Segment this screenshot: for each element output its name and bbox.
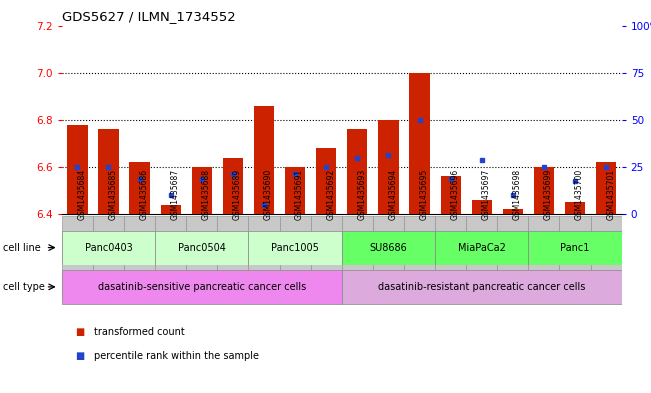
Bar <box>529 216 559 299</box>
Text: Panc0504: Panc0504 <box>178 242 226 253</box>
Text: GSM1435690: GSM1435690 <box>264 169 273 220</box>
Bar <box>285 167 305 214</box>
Text: transformed count: transformed count <box>94 327 185 337</box>
Bar <box>441 176 461 214</box>
Bar <box>342 270 622 304</box>
Text: GSM1435698: GSM1435698 <box>513 169 522 220</box>
Bar <box>497 216 529 299</box>
Text: Panc1005: Panc1005 <box>271 242 319 253</box>
Bar <box>373 216 404 299</box>
Text: Panc1: Panc1 <box>561 242 590 253</box>
Text: GSM1435691: GSM1435691 <box>295 169 304 220</box>
Text: dasatinib-sensitive pancreatic cancer cells: dasatinib-sensitive pancreatic cancer ce… <box>98 282 306 292</box>
Bar <box>155 231 249 264</box>
Bar <box>62 231 155 264</box>
Bar <box>503 209 523 214</box>
Text: ■: ■ <box>75 327 84 337</box>
Text: cell line: cell line <box>3 242 41 253</box>
Bar <box>249 231 342 264</box>
Text: GSM1435684: GSM1435684 <box>77 169 87 220</box>
Bar <box>311 216 342 299</box>
Bar <box>316 148 337 214</box>
Bar <box>342 216 373 299</box>
Text: GSM1435692: GSM1435692 <box>326 169 335 220</box>
Bar <box>217 216 249 299</box>
Bar <box>93 216 124 299</box>
Bar <box>249 216 279 299</box>
Text: ■: ■ <box>75 351 84 361</box>
Text: GSM1435699: GSM1435699 <box>544 169 553 220</box>
Bar <box>186 216 217 299</box>
Bar <box>98 129 118 214</box>
Text: GSM1435685: GSM1435685 <box>109 169 117 220</box>
Bar <box>565 202 585 214</box>
Bar <box>124 216 155 299</box>
Bar <box>342 231 435 264</box>
Bar <box>435 231 529 264</box>
Bar <box>254 106 274 214</box>
Text: percentile rank within the sample: percentile rank within the sample <box>94 351 259 361</box>
Bar <box>62 216 93 299</box>
Text: GDS5627 / ILMN_1734552: GDS5627 / ILMN_1734552 <box>62 10 236 23</box>
Text: GSM1435687: GSM1435687 <box>171 169 180 220</box>
Text: Panc0403: Panc0403 <box>85 242 132 253</box>
Text: GSM1435689: GSM1435689 <box>233 169 242 220</box>
Text: GSM1435700: GSM1435700 <box>575 169 584 220</box>
Bar <box>590 216 622 299</box>
Bar <box>471 200 492 214</box>
Bar <box>130 162 150 214</box>
Bar <box>435 216 466 299</box>
Bar <box>466 216 497 299</box>
Text: GSM1435701: GSM1435701 <box>606 169 615 220</box>
Text: SU8686: SU8686 <box>370 242 408 253</box>
Bar <box>534 167 554 214</box>
Text: GSM1435694: GSM1435694 <box>389 169 397 220</box>
Text: MiaPaCa2: MiaPaCa2 <box>458 242 506 253</box>
Bar <box>223 158 243 214</box>
Bar <box>161 205 181 214</box>
Bar <box>378 120 398 214</box>
Bar <box>347 129 367 214</box>
Text: GSM1435695: GSM1435695 <box>419 169 428 220</box>
Text: cell type: cell type <box>3 282 45 292</box>
Bar <box>409 73 430 214</box>
Bar <box>559 216 590 299</box>
Text: GSM1435688: GSM1435688 <box>202 169 211 220</box>
Text: GSM1435686: GSM1435686 <box>139 169 148 220</box>
Text: GSM1435697: GSM1435697 <box>482 169 491 220</box>
Bar <box>529 231 622 264</box>
Bar <box>155 216 186 299</box>
Text: GSM1435693: GSM1435693 <box>357 169 367 220</box>
Bar <box>596 162 616 214</box>
Bar <box>404 216 435 299</box>
Text: dasatinib-resistant pancreatic cancer cells: dasatinib-resistant pancreatic cancer ce… <box>378 282 585 292</box>
Text: GSM1435696: GSM1435696 <box>450 169 460 220</box>
Bar <box>191 167 212 214</box>
Bar <box>67 125 87 214</box>
Bar <box>279 216 311 299</box>
Bar <box>62 270 342 304</box>
